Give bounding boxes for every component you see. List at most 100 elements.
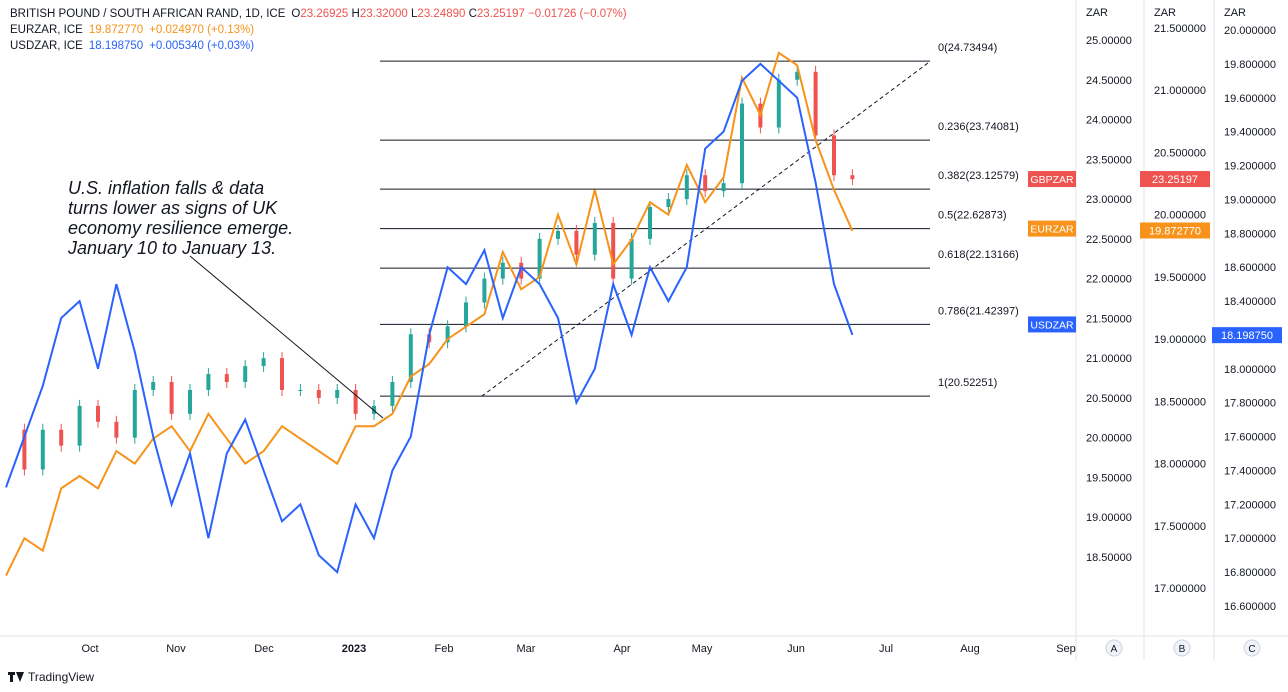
fib-level-label: 0.382(23.12579) [938,170,1019,182]
candle-body [224,374,229,383]
fib-level-label: 0.5(22.62873) [938,210,1007,222]
axis-unit-label: ZAR [1086,7,1108,19]
x-tick-label: Feb [435,643,454,655]
candle-body [832,135,836,176]
candle-body [611,222,616,279]
legend-eurzar-change: +0.024970 (+0.13%) [149,24,255,36]
tradingview-logo-icon [8,671,24,683]
legend-row-usdzar: USDZAR, ICE 18.198750 +0.005340 (+0.03%) [10,38,627,54]
last-value-badge-label: 23.25197 [1152,174,1198,186]
y-tick-label: 18.000000 [1154,459,1206,471]
annotation-text-line: turns lower as signs of UK [68,198,278,218]
candle-body [795,71,800,80]
y-tick-label: 17.500000 [1154,521,1206,533]
last-value-badge [1140,171,1210,188]
y-tick-label: 19.200000 [1224,161,1276,173]
candle-body [519,262,524,279]
series-name-badge-label: USDZAR [1030,319,1074,331]
candle-body [132,389,137,438]
series-line-eurzar [5,51,854,577]
legend-usdzar-value: 18.198750 [88,40,144,52]
x-tick-label: Nov [166,643,186,655]
candle-body [280,358,284,390]
y-tick-label: 20.00000 [1086,433,1132,445]
legend-eurzar-name: EURZAR, ICE [10,24,83,36]
candle-body [537,238,542,279]
y-tick-label: 18.50000 [1086,552,1132,564]
y-tick-label: 18.400000 [1224,296,1276,308]
candle-body [188,389,192,414]
candle-body [408,334,413,383]
candle-body [813,71,818,136]
y-tick-label: 19.600000 [1224,93,1276,105]
candle-body [169,382,174,414]
legend-gbpzar-ohlc: O23.26925 H23.32000 L23.24890 C23.25197 … [291,8,627,20]
candle-body [206,374,211,390]
axis-id-label: C [1248,644,1255,655]
x-tick-label: May [692,643,713,655]
candle-body [740,103,744,184]
candle-body [464,302,468,327]
candle-body [59,429,64,446]
legend-gbpzar-name: BRITISH POUND / SOUTH AFRICAN RAND, 1D, … [10,8,286,20]
candle-body [151,382,156,390]
candle-body [850,175,855,180]
legend-usdzar-change: +0.005340 (+0.03%) [149,40,255,52]
axis-unit-label: ZAR [1154,7,1176,19]
y-tick-label: 18.500000 [1154,396,1206,408]
last-value-badge [1212,327,1282,344]
axis-id-badge [1243,639,1261,657]
y-tick-label: 24.50000 [1086,75,1132,87]
y-tick-label: 20.500000 [1154,147,1206,159]
y-tick-label: 22.00000 [1086,274,1132,286]
y-tick-label: 25.00000 [1086,35,1132,47]
candle-body [96,405,100,422]
last-value-badge [1140,222,1210,239]
axis-id-badge [1105,639,1123,657]
candle-body [648,207,652,239]
tradingview-label: TradingView [28,670,95,684]
candle-body [629,238,634,279]
y-tick-label: 23.00000 [1086,194,1132,206]
candle-body [40,429,45,470]
y-tick-label: 23.50000 [1086,154,1132,166]
y-tick-label: 21.50000 [1086,313,1132,325]
series-name-badge [1028,171,1076,188]
y-tick-label: 19.000000 [1154,334,1206,346]
candle-body [482,278,487,303]
candle-body [114,421,119,438]
dashed-trendline [481,61,931,397]
candle-body [390,382,395,406]
axis-id-label: B [1179,644,1186,655]
legend-usdzar-name: USDZAR, ICE [10,40,83,52]
y-tick-label: 18.800000 [1224,228,1276,240]
y-tick-label: 19.500000 [1154,272,1206,284]
y-tick-label: 19.00000 [1086,512,1132,524]
axis-unit-label: ZAR [1224,7,1246,19]
candle-body [445,326,450,343]
candle-body [22,429,27,470]
x-tick-label: Mar [517,643,536,655]
annotation-text-line: economy resilience emerge. [68,218,293,238]
x-tick-label: 2023 [342,643,366,655]
y-tick-label: 20.000000 [1154,210,1206,222]
candle-body [353,389,358,414]
candle-body [261,358,266,367]
last-value-badge-label: 19.872770 [1149,225,1201,237]
candle-body [298,389,303,391]
y-tick-label: 17.800000 [1224,398,1276,410]
legend-row-eurzar: EURZAR, ICE 19.872770 +0.024970 (+0.13%) [10,22,627,38]
candle-body [316,389,321,398]
y-tick-label: 17.400000 [1224,465,1276,477]
tradingview-branding[interactable]: TradingView [8,670,94,684]
x-tick-label: Oct [81,643,98,655]
y-tick-label: 19.800000 [1224,59,1276,71]
y-tick-label: 20.50000 [1086,393,1132,405]
y-tick-label: 20.000000 [1224,25,1276,37]
y-tick-label: 17.600000 [1224,432,1276,444]
y-tick-label: 16.600000 [1224,601,1276,613]
y-tick-label: 17.000000 [1154,583,1206,595]
legend-eurzar-value: 19.872770 [88,24,144,36]
annotation-text-line: U.S. inflation falls & data [68,178,264,198]
